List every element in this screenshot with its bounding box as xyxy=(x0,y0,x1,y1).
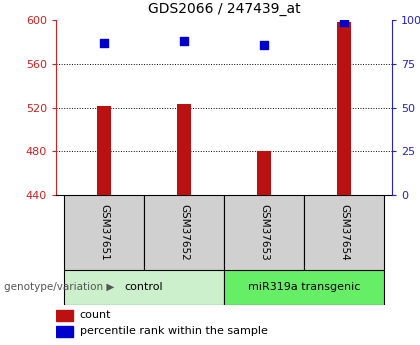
Text: GSM37652: GSM37652 xyxy=(179,204,189,261)
Bar xyxy=(337,22,351,195)
Point xyxy=(341,19,347,24)
Text: miR319a transgenic: miR319a transgenic xyxy=(248,283,360,293)
Bar xyxy=(56,326,73,336)
Text: count: count xyxy=(79,310,111,321)
Bar xyxy=(304,195,384,270)
Bar xyxy=(56,310,73,321)
Bar xyxy=(144,195,224,270)
Title: GDS2066 / 247439_at: GDS2066 / 247439_at xyxy=(148,2,300,16)
Bar xyxy=(224,195,304,270)
Bar xyxy=(64,195,144,270)
Bar xyxy=(224,270,384,305)
Text: GSM37654: GSM37654 xyxy=(339,204,349,261)
Bar xyxy=(257,151,271,195)
Bar xyxy=(64,270,224,305)
Point xyxy=(101,40,108,46)
Text: percentile rank within the sample: percentile rank within the sample xyxy=(79,326,268,336)
Point xyxy=(181,38,187,44)
Text: control: control xyxy=(125,283,163,293)
Bar xyxy=(97,106,111,195)
Text: GSM37651: GSM37651 xyxy=(99,204,109,261)
Text: GSM37653: GSM37653 xyxy=(259,204,269,261)
Bar xyxy=(177,104,191,195)
Point xyxy=(261,42,268,47)
Text: genotype/variation ▶: genotype/variation ▶ xyxy=(4,283,115,293)
